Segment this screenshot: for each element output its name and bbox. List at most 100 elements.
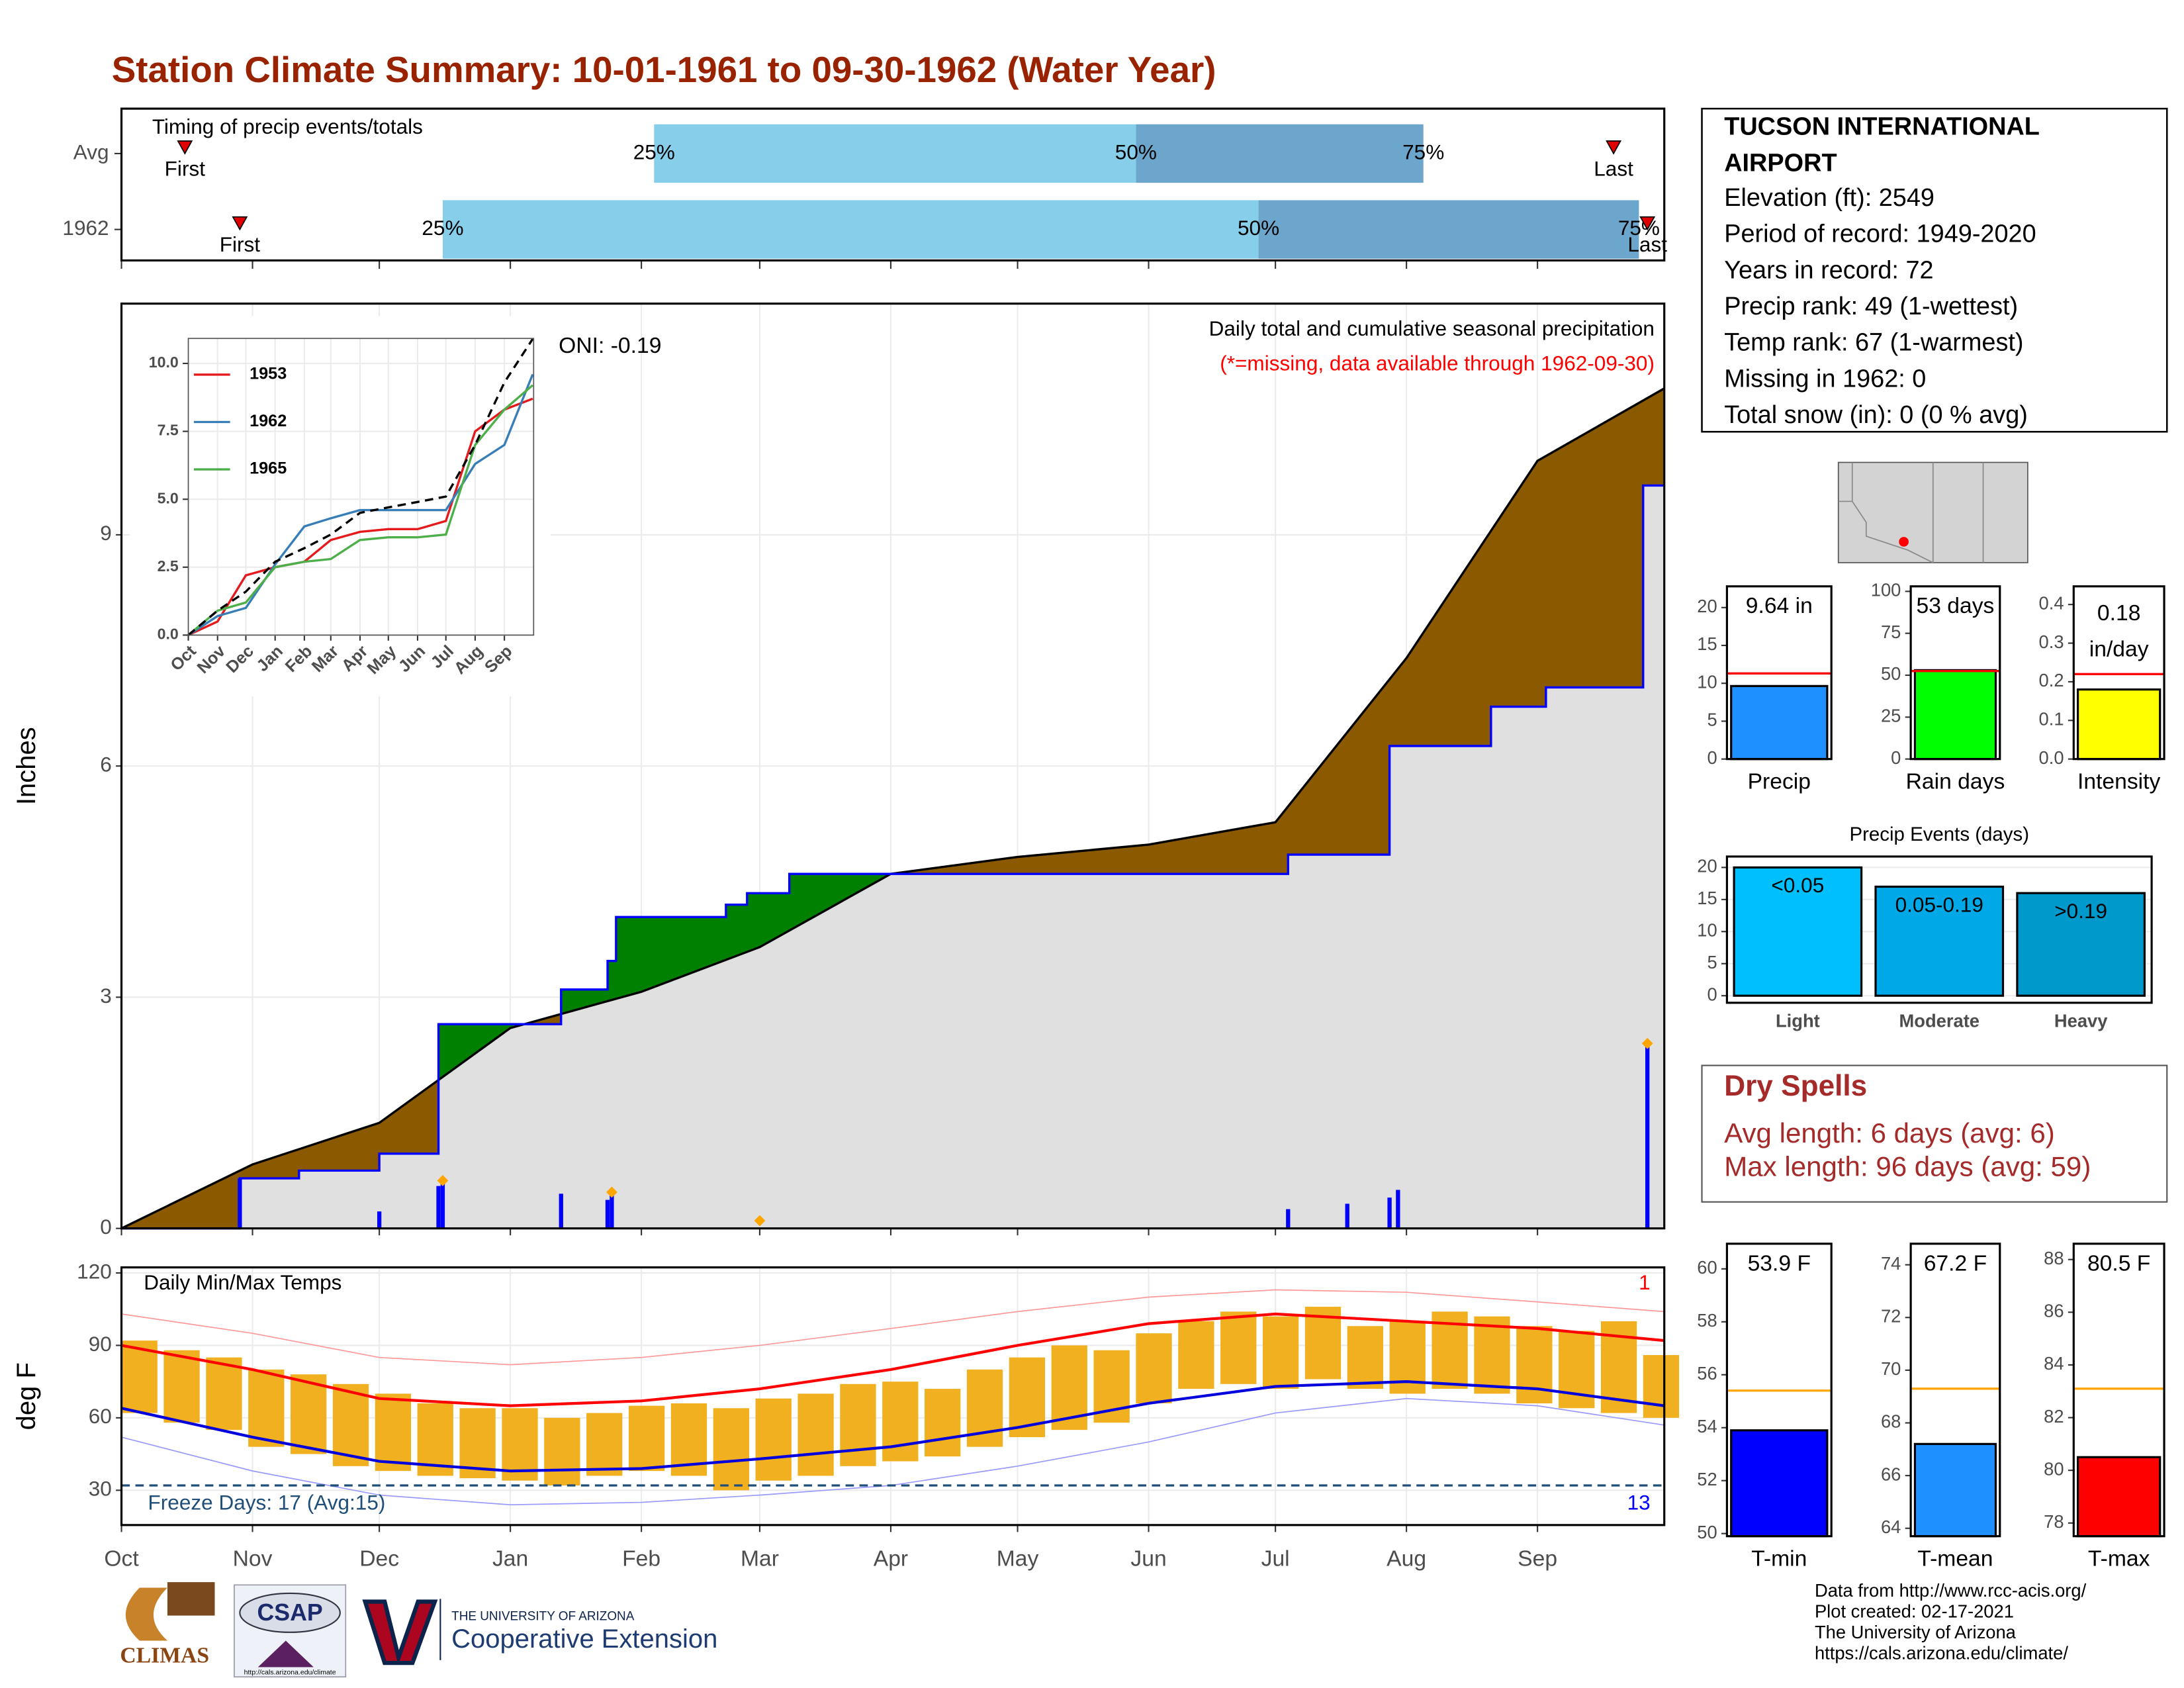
summary-bar (1730, 684, 1829, 761)
csap-cloud (239, 1592, 341, 1633)
climas-logo-text: CLIMAS (120, 1643, 209, 1667)
y-tick-label: 100 (1871, 580, 1901, 600)
cumulative-line (121, 484, 1664, 1230)
legend-label: 1962 (250, 412, 287, 430)
plot-frame (120, 303, 1666, 1230)
y-tick-label: 7.5 (158, 422, 179, 439)
value-label: 53 days (1917, 594, 1995, 618)
summary-panel: 0 5 10 15 20 9.64 in Precip (1697, 585, 1833, 794)
x-tick-label: Oct (104, 1546, 139, 1571)
x-axis-label: T-mean (1917, 1546, 1993, 1571)
y-tick-label: 10 (1697, 671, 1717, 692)
y-tick-label: 25 (1881, 706, 1901, 726)
temp-range-bar (163, 1350, 200, 1423)
y-tick-label: 84 (2044, 1353, 2064, 1374)
series-line (187, 373, 534, 636)
station-location (1899, 537, 1909, 547)
y-tick-label: 5 (1707, 710, 1717, 730)
event-marker-label: First (220, 232, 261, 256)
inset-plot (188, 338, 534, 635)
summary-panel: 78 80 82 84 86 88 80.5 F T-max (2044, 1243, 2165, 1571)
value-label: 0.05-0.19 (1895, 892, 1983, 916)
summary-panel: 0 25 50 75 100 53 days Rain days (1871, 580, 2005, 794)
y-tick-label: 0.2 (2039, 670, 2064, 690)
daily-bar (436, 1186, 441, 1229)
y-tick-label: 0.3 (2039, 632, 2064, 652)
area-base (121, 485, 1664, 1229)
temp-range-bar (502, 1408, 538, 1481)
y-tick-label: 0.1 (2039, 709, 2064, 729)
dry-spells-box (1701, 1064, 2168, 1203)
y-tick-label: 0.0 (158, 626, 179, 643)
x-tick-label: Heavy (2054, 1011, 2108, 1031)
annotation: Daily total and cumulative seasonal prec… (1209, 316, 1655, 340)
daily-bar (610, 1194, 614, 1229)
plot-frame (1909, 585, 2001, 761)
summary-bar (1730, 1429, 1829, 1538)
daily-bar (559, 1194, 563, 1229)
annotation: ONI: -0.19 (559, 334, 661, 358)
plot-frame (1725, 855, 2153, 1004)
climas-logo-mark (167, 1582, 215, 1616)
plot-frame (1909, 1243, 2001, 1538)
footer-line: The University of Arizona (1815, 1622, 2017, 1642)
x-tick-label: May (997, 1546, 1039, 1571)
annotation: Freeze Days: 17 (Avg:15) (148, 1491, 386, 1515)
footer-line: Plot created: 02-17-2021 (1815, 1601, 2014, 1622)
station-line: Precip rank: 49 (1-wettest) (1724, 293, 2018, 320)
y-tick-label: 2.5 (158, 557, 179, 575)
legend-label: 1965 (250, 459, 287, 478)
temp-range-bar (248, 1369, 285, 1447)
temp-panel: Oct Nov Dec Jan Feb Mar Apr May Jun Jul Aug Sep 30 60… (12, 1259, 1680, 1571)
station-line: Years in record: 72 (1724, 256, 1933, 284)
value-label: 67.2 F (1924, 1251, 1987, 1276)
dry-spells-line: Max length: 96 days (avg: 59) (1724, 1150, 2091, 1182)
summary-bar (2077, 688, 2161, 761)
event-marker (232, 216, 248, 231)
y-tick-label: 50 (1697, 1522, 1717, 1542)
temp-range-bar (755, 1398, 792, 1481)
annotation: (*=missing, data available through 1962-… (1220, 352, 1655, 375)
daily-bar (1645, 1043, 1650, 1229)
y-tick-label: 0 (1707, 984, 1717, 1004)
y-tick-label: 75 (1881, 622, 1901, 642)
footer-line: https://cals.arizona.edu/climate/ (1815, 1643, 2068, 1664)
daily-bar (238, 1178, 242, 1229)
summary-panel: 0.0 0.1 0.2 0.3 0.4 0.18 in/day Intensity (2039, 585, 2165, 794)
y-tick-label: 6 (100, 753, 112, 776)
panel-title: Timing of precip events/totals (152, 115, 423, 138)
y-tick-label: 20 (1697, 856, 1717, 876)
y-tick-label: 74 (1881, 1253, 1901, 1274)
logos: CLIMAS CSAP http://cals.arizona.edu/clim… (120, 1582, 717, 1678)
ua-text: Cooperative Extension (451, 1624, 717, 1654)
inset-panel: OctNovDecJanFebMarAprMayJunJulAugSep0.02… (130, 316, 551, 696)
y-tick-label: 54 (1697, 1416, 1717, 1436)
event-marker (177, 140, 193, 155)
station-line: Total snow (in): 0 (0 % avg) (1724, 401, 2028, 429)
y-tick-label: 52 (1697, 1469, 1717, 1489)
temp-range-bar (797, 1393, 834, 1476)
y-tick-label: 5 (1707, 952, 1717, 972)
series-line (187, 397, 533, 636)
y-axis-label: Inches (12, 727, 41, 805)
y-tick-label: 10 (1697, 920, 1717, 941)
plot-frame (187, 338, 535, 636)
quartile-bar (442, 200, 1259, 259)
value-label: <0.05 (1771, 873, 1824, 897)
bar (2016, 892, 2146, 997)
row-label: 1962 (62, 216, 109, 240)
x-axis-label: Rain days (1906, 769, 2005, 794)
temp-range-bar (1304, 1307, 1342, 1380)
daily-bar (1345, 1203, 1349, 1229)
annotation: 13 (1627, 1491, 1651, 1515)
summary-bar (1913, 669, 1997, 761)
temp-range-bar (1220, 1311, 1257, 1384)
temp-line (121, 1289, 1664, 1366)
dry-spells-line: Avg length: 6 days (avg: 6) (1724, 1117, 2055, 1149)
x-tick-label: Light (1776, 1011, 1820, 1031)
temp-range-bar (291, 1374, 327, 1454)
summary-bar (1913, 1442, 1997, 1538)
station-name: TUCSON INTERNATIONAL (1724, 113, 2040, 141)
